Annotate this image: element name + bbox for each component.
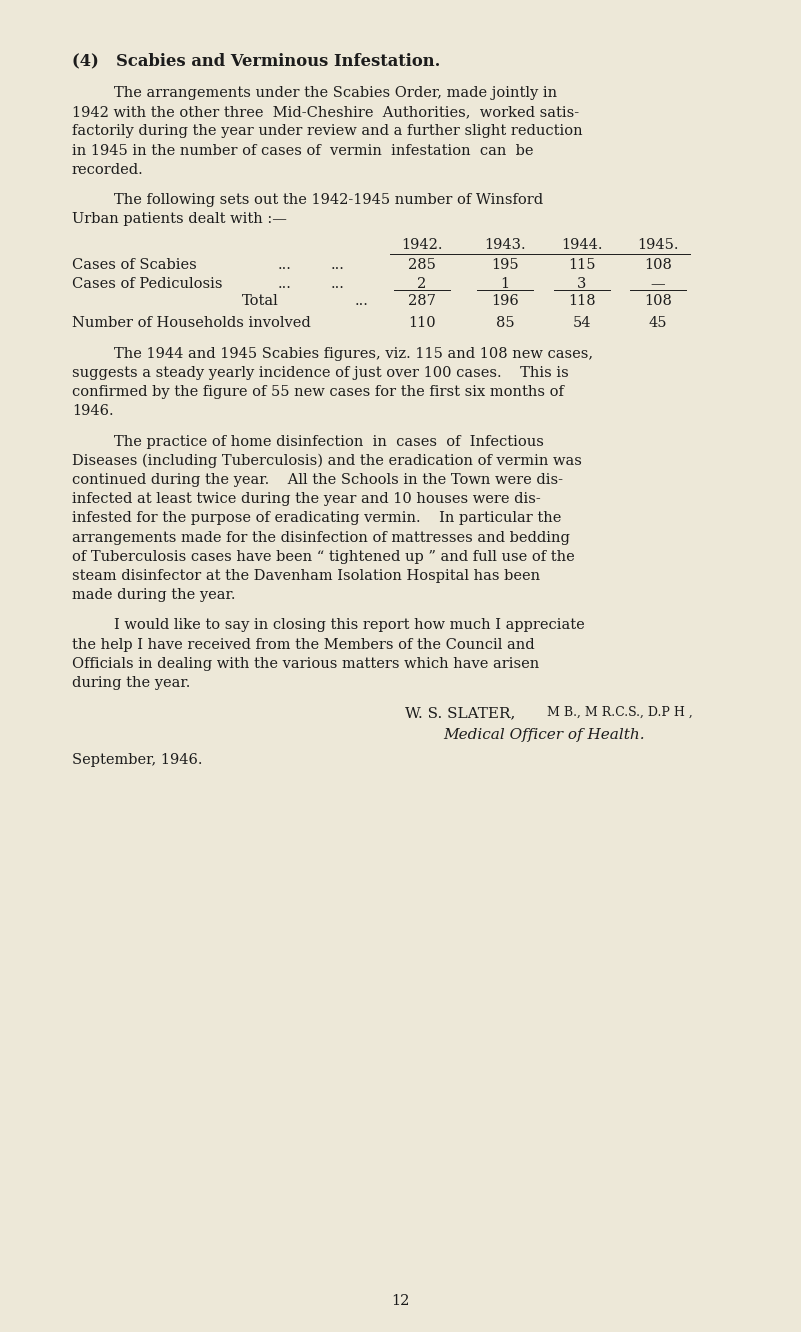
- Text: 196: 196: [491, 294, 519, 309]
- Text: of Tuberculosis cases have been “ tightened up ” and full use of the: of Tuberculosis cases have been “ tighte…: [72, 550, 575, 563]
- Text: 1946.: 1946.: [72, 405, 114, 418]
- Text: 115: 115: [568, 258, 596, 272]
- Text: W. S. SLATER,: W. S. SLATER,: [405, 706, 515, 721]
- Text: 195: 195: [491, 258, 519, 272]
- Text: 1: 1: [501, 277, 509, 290]
- Text: 118: 118: [568, 294, 596, 309]
- Text: ...: ...: [331, 277, 345, 290]
- Text: ...: ...: [331, 258, 345, 272]
- Text: 1942 with the other three  Mid-Cheshire  Authorities,  worked satis-: 1942 with the other three Mid-Cheshire A…: [72, 105, 579, 119]
- Text: Medical Officer of Health.: Medical Officer of Health.: [443, 729, 645, 742]
- Text: The practice of home disinfection  in  cases  of  Infectious: The practice of home disinfection in cas…: [114, 434, 544, 449]
- Text: 108: 108: [644, 294, 672, 309]
- Text: continued during the year.    All the Schools in the Town were dis-: continued during the year. All the Schoo…: [72, 473, 563, 488]
- Text: the help I have received from the Members of the Council and: the help I have received from the Member…: [72, 638, 534, 651]
- Text: ...: ...: [278, 277, 292, 290]
- Text: in 1945 in the number of cases of  vermin  infestation  can  be: in 1945 in the number of cases of vermin…: [72, 144, 533, 157]
- Text: 3: 3: [578, 277, 586, 290]
- Text: 110: 110: [409, 316, 436, 329]
- Text: The following sets out the 1942-1945 number of Winsford: The following sets out the 1942-1945 num…: [114, 193, 543, 206]
- Text: Number of Households involved: Number of Households involved: [72, 316, 311, 329]
- Text: steam disinfector at the Davenham Isolation Hospital has been: steam disinfector at the Davenham Isolat…: [72, 569, 540, 583]
- Text: during the year.: during the year.: [72, 675, 191, 690]
- Text: The arrangements under the Scabies Order, made jointly in: The arrangements under the Scabies Order…: [114, 87, 557, 100]
- Text: confirmed by the figure of 55 new cases for the first six months of: confirmed by the figure of 55 new cases …: [72, 385, 564, 400]
- Text: 1942.: 1942.: [401, 238, 443, 252]
- Text: recorded.: recorded.: [72, 163, 143, 177]
- Text: made during the year.: made during the year.: [72, 589, 235, 602]
- Text: (4)   Scabies and Verminous Infestation.: (4) Scabies and Verminous Infestation.: [72, 52, 441, 69]
- Text: suggests a steady yearly incidence of just over 100 cases.    This is: suggests a steady yearly incidence of ju…: [72, 366, 569, 380]
- Text: infested for the purpose of eradicating vermin.    In particular the: infested for the purpose of eradicating …: [72, 511, 562, 525]
- Text: 2: 2: [417, 277, 427, 290]
- Text: 1945.: 1945.: [638, 238, 678, 252]
- Text: arrangements made for the disinfection of mattresses and bedding: arrangements made for the disinfection o…: [72, 530, 570, 545]
- Text: 285: 285: [408, 258, 436, 272]
- Text: Cases of Scabies: Cases of Scabies: [72, 258, 197, 272]
- Text: 1944.: 1944.: [562, 238, 602, 252]
- Text: M B., M R.C.S., D.P H ,: M B., M R.C.S., D.P H ,: [547, 706, 693, 719]
- Text: 108: 108: [644, 258, 672, 272]
- Text: The 1944 and 1945 Scabies figures, viz. 115 and 108 new cases,: The 1944 and 1945 Scabies figures, viz. …: [114, 346, 593, 361]
- Text: Cases of Pediculosis: Cases of Pediculosis: [72, 277, 223, 290]
- Text: September, 1946.: September, 1946.: [72, 753, 203, 767]
- Text: 1943.: 1943.: [484, 238, 525, 252]
- Text: Total: Total: [242, 294, 279, 309]
- Text: infected at least twice during the year and 10 houses were dis-: infected at least twice during the year …: [72, 493, 541, 506]
- Text: Urban patients dealt with :—: Urban patients dealt with :—: [72, 212, 287, 226]
- Text: 54: 54: [573, 316, 591, 329]
- Text: ...: ...: [355, 294, 369, 309]
- Text: ...: ...: [278, 258, 292, 272]
- Text: Diseases (including Tuberculosis) and the eradication of vermin was: Diseases (including Tuberculosis) and th…: [72, 454, 582, 468]
- Text: —: —: [650, 277, 666, 290]
- Text: 287: 287: [408, 294, 436, 309]
- Text: Officials in dealing with the various matters which have arisen: Officials in dealing with the various ma…: [72, 657, 539, 671]
- Text: 85: 85: [496, 316, 514, 329]
- Text: I would like to say in closing this report how much I appreciate: I would like to say in closing this repo…: [114, 618, 585, 633]
- Text: 45: 45: [649, 316, 667, 329]
- Text: factorily during the year under review and a further slight reduction: factorily during the year under review a…: [72, 124, 582, 139]
- Text: 12: 12: [392, 1293, 409, 1308]
